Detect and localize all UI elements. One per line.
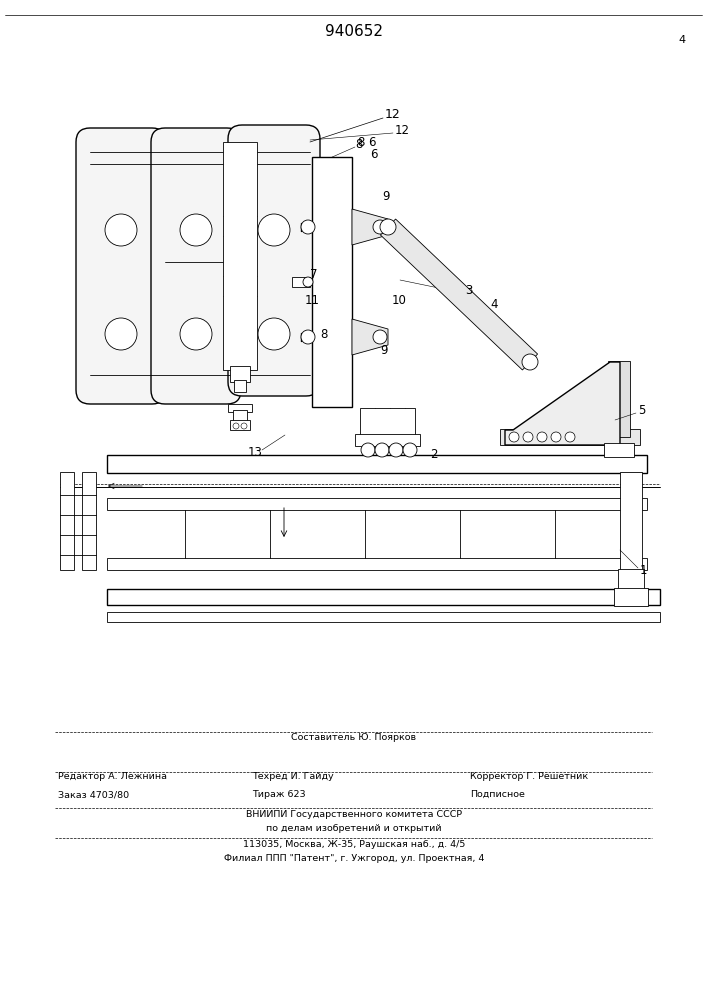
Text: Филиал ППП "Патент", г. Ужгород, ул. Проектная, 4: Филиал ППП "Патент", г. Ужгород, ул. Про… [224, 854, 484, 863]
Text: 4: 4 [490, 298, 498, 312]
Text: 6: 6 [370, 148, 378, 161]
Bar [230, 420, 250, 430]
Circle shape [258, 214, 290, 246]
Bar [360, 408, 415, 436]
Text: Подписное: Подписное [470, 790, 525, 799]
Circle shape [241, 423, 247, 429]
Bar [618, 569, 644, 589]
Text: 1: 1 [640, 564, 648, 576]
Text: 113035, Москва, Ж-35, Раушская наб., д. 4/5: 113035, Москва, Ж-35, Раушская наб., д. … [243, 840, 465, 849]
Circle shape [565, 432, 575, 442]
Polygon shape [505, 362, 620, 445]
Text: 8: 8 [320, 328, 327, 340]
Text: 10: 10 [392, 294, 407, 306]
Text: Составитель Ю. Поярков: Составитель Ю. Поярков [291, 733, 416, 742]
Text: Тираж 623: Тираж 623 [252, 790, 305, 799]
Bar [107, 612, 660, 622]
Circle shape [373, 220, 387, 234]
Text: 8: 8 [355, 138, 363, 151]
Bar [233, 410, 247, 422]
Circle shape [258, 318, 290, 350]
Text: 12: 12 [395, 123, 410, 136]
Text: 2: 2 [430, 448, 438, 462]
Circle shape [105, 318, 137, 350]
Text: 13: 13 [248, 446, 263, 458]
Circle shape [403, 443, 417, 457]
Circle shape [301, 330, 315, 344]
Bar [234, 380, 246, 392]
Circle shape [180, 214, 212, 246]
Text: Корректор Г. Решетник: Корректор Г. Решетник [470, 772, 588, 781]
Text: ВНИИПИ Государственного комитета СССР: ВНИИПИ Государственного комитета СССР [246, 810, 462, 819]
Text: 11: 11 [305, 294, 320, 306]
Text: 3: 3 [465, 284, 472, 296]
Polygon shape [380, 219, 537, 370]
Bar [604, 443, 634, 457]
Bar [608, 361, 630, 437]
Bar [292, 277, 310, 287]
Text: по делам изобретений и открытий: по делам изобретений и открытий [267, 824, 442, 833]
Text: Заказ 4703/80: Заказ 4703/80 [58, 790, 129, 799]
Circle shape [180, 318, 212, 350]
Bar [82, 472, 96, 570]
FancyBboxPatch shape [228, 125, 320, 396]
Bar [107, 589, 660, 605]
Text: 940652: 940652 [325, 24, 383, 39]
Circle shape [373, 330, 387, 344]
Text: 8: 8 [357, 136, 364, 149]
Bar [107, 498, 647, 510]
Circle shape [233, 423, 239, 429]
Text: 4: 4 [678, 35, 685, 45]
Bar [355, 434, 420, 446]
Circle shape [380, 219, 396, 235]
Circle shape [537, 432, 547, 442]
Text: 5: 5 [638, 403, 645, 416]
Circle shape [105, 214, 137, 246]
Bar [620, 472, 642, 570]
Bar [500, 429, 640, 445]
Text: 9: 9 [382, 190, 390, 204]
Bar [228, 404, 252, 412]
Bar [230, 366, 250, 382]
Circle shape [389, 443, 403, 457]
Text: 9: 9 [380, 344, 387, 357]
Circle shape [303, 277, 313, 287]
Circle shape [551, 432, 561, 442]
Circle shape [301, 220, 315, 234]
Circle shape [523, 432, 533, 442]
Text: Редактор А. Лежнина: Редактор А. Лежнина [58, 772, 167, 781]
Bar [223, 142, 257, 370]
Text: 6: 6 [368, 135, 375, 148]
Bar [614, 588, 648, 606]
Polygon shape [352, 319, 388, 355]
Text: 12: 12 [385, 108, 401, 121]
Bar [107, 558, 647, 570]
Text: 7: 7 [310, 268, 317, 282]
Circle shape [522, 354, 538, 370]
FancyBboxPatch shape [151, 128, 241, 404]
Bar [60, 472, 74, 570]
FancyBboxPatch shape [76, 128, 166, 404]
Bar [312, 157, 352, 407]
Circle shape [375, 443, 389, 457]
Circle shape [509, 432, 519, 442]
Bar [107, 455, 647, 473]
Polygon shape [352, 209, 388, 245]
Circle shape [361, 443, 375, 457]
Text: Техред И. Гайду: Техред И. Гайду [252, 772, 334, 781]
